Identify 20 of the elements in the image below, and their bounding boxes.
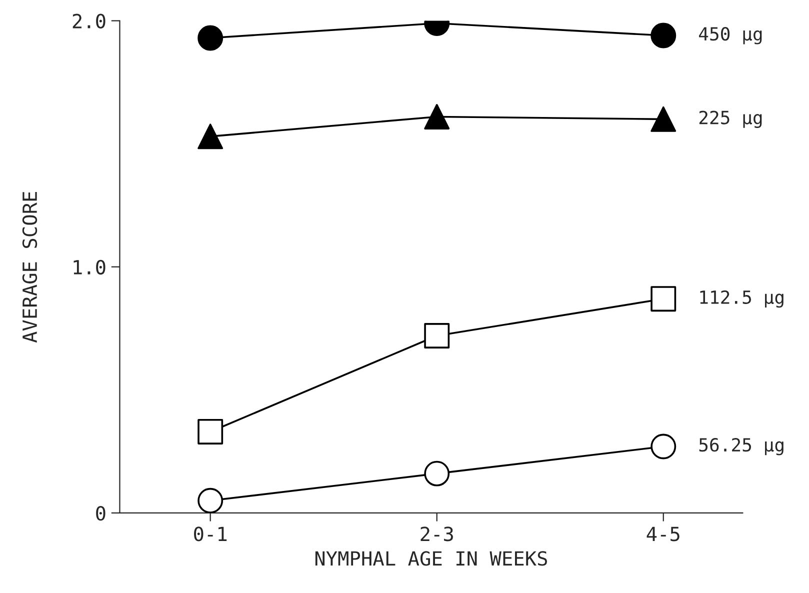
point — [650, 286, 676, 312]
x-axis-title: NYMPHAL AGE IN WEEKS — [315, 551, 547, 566]
series-label: 225 µg — [699, 110, 762, 128]
x-tick-label: 4-5 — [646, 526, 680, 542]
y-tick-label: 0 — [96, 506, 106, 521]
point — [424, 104, 450, 130]
x-tick-label: 0-1 — [194, 526, 227, 542]
point — [424, 323, 450, 348]
series-label: 450 µg — [699, 27, 762, 44]
point — [198, 25, 224, 51]
point — [198, 419, 224, 444]
series-label: 56.25 µg — [699, 438, 784, 456]
point — [650, 106, 676, 132]
series-label: 112.5 µg — [700, 290, 784, 308]
point — [198, 124, 224, 150]
x-tick-label: 2-3 — [420, 526, 453, 542]
y-axis-title: AVERAGE SCORE — [22, 192, 38, 343]
point — [650, 22, 676, 48]
y-tick-label: 2.0 — [72, 14, 106, 28]
y-tick-label: 1.0 — [74, 260, 106, 275]
